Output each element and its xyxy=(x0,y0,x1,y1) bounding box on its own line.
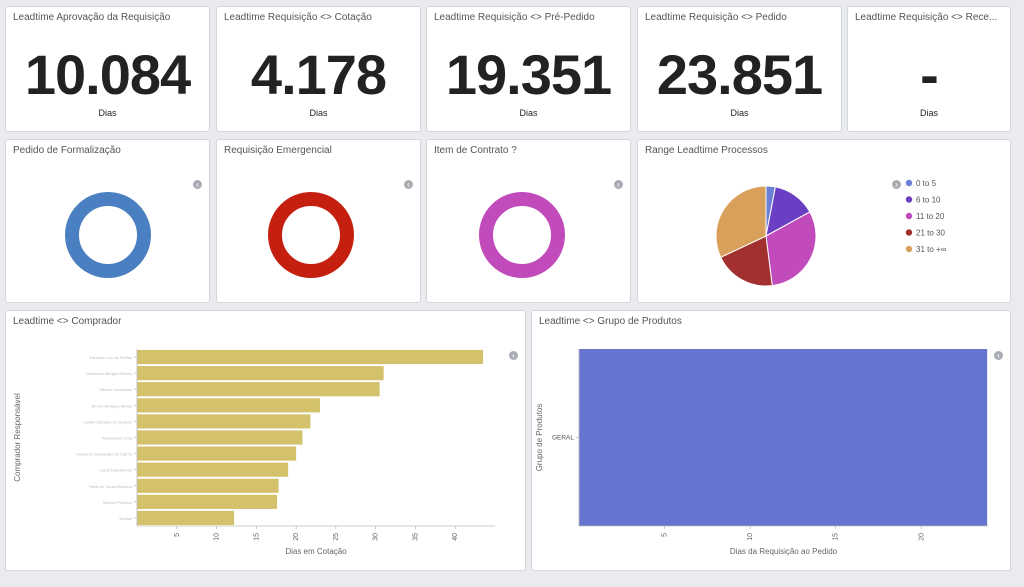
y-axis-title: Grupo de Produtos xyxy=(535,404,544,472)
legend-label: 6 to 10 xyxy=(916,196,941,205)
chevron-right-icon[interactable]: › xyxy=(892,180,901,189)
x-tick-label: 5 xyxy=(174,533,181,537)
comprador-bar-chart: Eduardo Luiz de Freitas Guilherme Borges … xyxy=(13,349,495,556)
legend-swatch xyxy=(905,245,913,253)
category-label: Eduardo Luiz de Freitas xyxy=(90,355,132,360)
bar[interactable] xyxy=(137,382,380,397)
legend-swatch xyxy=(905,212,913,220)
metric-title: Leadtime Requisição <> Cotação xyxy=(224,12,372,23)
bar[interactable] xyxy=(137,462,289,477)
category-label: Geovana Guimarães do Carmo xyxy=(76,452,132,457)
chevron-left-icon[interactable]: ‹ xyxy=(404,180,413,189)
bar[interactable] xyxy=(137,414,311,429)
bar[interactable] xyxy=(137,494,278,509)
x-tick-label: 20 xyxy=(918,533,925,541)
chevron-left-icon[interactable]: ‹ xyxy=(509,351,518,360)
x-tick-label: 20 xyxy=(293,533,300,541)
legend-swatch xyxy=(905,179,913,187)
bar-panel-grupo: Leadtime <> Grupo de Produtos ‹ GERAL 5 10… xyxy=(531,310,1011,571)
category-label: Jaime Carvalho de Queiroz xyxy=(84,419,132,424)
category-label: GERAL xyxy=(552,435,574,442)
x-tick-label: 5 xyxy=(662,533,669,537)
metric-panel-recebimento: Leadtime Requisição <> Rece... - Dias xyxy=(847,6,1011,132)
metric-value: - xyxy=(920,43,939,106)
x-tick-label: 30 xyxy=(373,533,380,541)
category-label: Guilherme Borges Ribeiro xyxy=(86,371,133,376)
category-label: Marcos Pinheiro xyxy=(103,500,133,505)
legend-label: 0 to 5 xyxy=(916,179,937,188)
category-label: Bruno Henrique Neves xyxy=(92,403,132,408)
x-tick-label: 40 xyxy=(452,533,459,541)
category-label: Denise xyxy=(120,516,133,521)
metric-unit: Dias xyxy=(98,108,117,118)
x-tick-label: 15 xyxy=(253,533,260,541)
donut-panel-contrato: Item de Contrato ? ‹ xyxy=(426,139,631,303)
donut-panel-emergencial: Requisição Emergencial ‹ xyxy=(216,139,421,303)
metric-unit: Dias xyxy=(519,108,538,118)
pie-slice[interactable] xyxy=(715,185,767,258)
category-label: Lucas Nascimento xyxy=(99,468,133,473)
metric-panel-cotacao: Leadtime Requisição <> Cotação 4.178 Dia… xyxy=(216,6,421,132)
chevron-left-icon[interactable]: ‹ xyxy=(994,351,1003,360)
metric-unit: Dias xyxy=(309,108,328,118)
donut-panel-formalizacao: Pedido de Formalização ‹ xyxy=(5,139,210,303)
metric-panel-pre-pedido: Leadtime Requisição <> Pré-Pedido 19.351… xyxy=(426,6,631,132)
category-label: Tatiane Gonsalves xyxy=(99,387,132,392)
x-tick-label: 10 xyxy=(214,533,221,541)
metric-title: Leadtime Requisição <> Pedido xyxy=(645,12,787,23)
donut-ring[interactable] xyxy=(65,192,151,278)
donut-ring[interactable] xyxy=(479,192,565,278)
x-tick-label: 10 xyxy=(747,533,754,541)
metric-unit: Dias xyxy=(730,108,749,118)
chevron-left-icon[interactable]: ‹ xyxy=(193,180,202,189)
metric-value: 4.178 xyxy=(250,43,387,106)
pie-chart: 0 to 5 6 to 10 11 to 20 21 to 30 31 to +∞ xyxy=(715,179,947,287)
legend-swatch xyxy=(905,196,913,203)
metric-title: Leadtime Requisição <> Rece... xyxy=(855,12,998,23)
bar[interactable] xyxy=(137,478,279,493)
metric-panel-aprovacao: Leadtime Aprovação da Requisição 10.084 … xyxy=(5,6,210,132)
pie-slice[interactable] xyxy=(720,235,773,287)
pie-slice[interactable] xyxy=(765,211,817,287)
legend-label: 31 to +∞ xyxy=(916,245,947,254)
donut-chart xyxy=(268,192,354,278)
y-axis-title: Comprador Responsável xyxy=(13,393,22,482)
metric-value: 10.084 xyxy=(24,43,191,106)
donut-chart xyxy=(65,192,151,278)
metric-title: Leadtime Requisição <> Pré-Pedido xyxy=(434,12,595,23)
metric-title: Leadtime Aprovação da Requisição xyxy=(13,12,171,23)
bar[interactable] xyxy=(137,398,320,413)
metric-panel-pedido: Leadtime Requisição <> Pedido 23.851 Dia… xyxy=(637,6,842,132)
bar[interactable] xyxy=(579,349,988,526)
legend-swatch xyxy=(905,229,913,236)
bar[interactable] xyxy=(137,446,297,461)
legend-label: 11 to 20 xyxy=(916,212,945,221)
bar[interactable] xyxy=(137,510,235,526)
donut-chart xyxy=(479,192,565,278)
x-axis-title: Dias em Cotação xyxy=(285,547,347,556)
metric-unit: Dias xyxy=(919,108,938,118)
metric-value: 19.351 xyxy=(445,43,612,106)
x-tick-label: 35 xyxy=(412,533,419,541)
grupo-bar-chart: GERAL 5 10 15 20 Dias da Requisição ao Pedido… xyxy=(535,349,988,556)
bar-panel-comprador: Leadtime <> Comprador ‹ Eduardo Luiz de … xyxy=(5,310,526,571)
x-tick-label: 25 xyxy=(333,533,340,541)
bar[interactable] xyxy=(137,366,384,381)
x-axis-title: Dias da Requisição ao Pedido xyxy=(730,547,838,556)
bar[interactable] xyxy=(137,430,303,445)
category-label: Alessandra Lima xyxy=(102,436,133,441)
donut-ring[interactable] xyxy=(268,192,354,278)
chevron-left-icon[interactable]: ‹ xyxy=(614,180,623,189)
category-label: Fabio de Souza Bezerra xyxy=(89,484,133,489)
bar[interactable] xyxy=(137,349,484,365)
legend-label: 21 to 30 xyxy=(916,229,945,238)
x-tick-label: 15 xyxy=(833,533,840,541)
metric-value: 23.851 xyxy=(656,43,823,106)
